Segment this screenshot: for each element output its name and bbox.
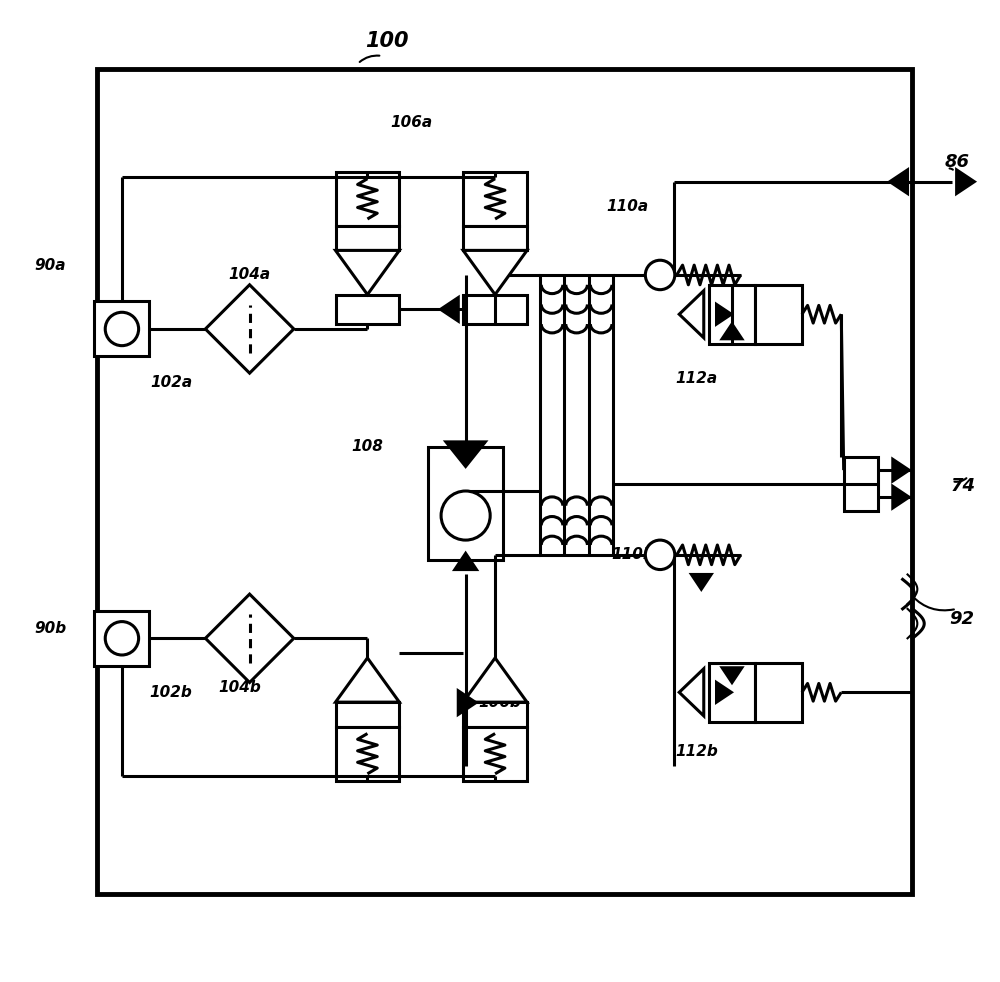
Polygon shape: [679, 669, 704, 716]
Polygon shape: [446, 442, 485, 466]
Text: 104a: 104a: [229, 267, 271, 283]
Bar: [709, 663, 755, 722]
Polygon shape: [455, 449, 476, 465]
Bar: [428, 447, 503, 560]
Polygon shape: [336, 658, 399, 702]
Text: 112b: 112b: [675, 743, 718, 759]
Bar: [336, 295, 399, 324]
Polygon shape: [205, 594, 294, 682]
Bar: [336, 172, 399, 226]
Polygon shape: [691, 574, 711, 589]
Polygon shape: [722, 668, 742, 682]
Bar: [336, 702, 399, 727]
Bar: [463, 172, 527, 226]
Polygon shape: [893, 486, 909, 508]
Bar: [540, 275, 613, 555]
Bar: [709, 285, 755, 344]
Bar: [336, 727, 399, 781]
Polygon shape: [722, 324, 742, 339]
Polygon shape: [679, 291, 704, 338]
Text: 110a: 110a: [607, 198, 649, 214]
Text: 92: 92: [949, 610, 974, 627]
Text: 86: 86: [944, 153, 969, 171]
Bar: [94, 611, 149, 666]
Text: 90a: 90a: [34, 257, 66, 273]
Text: 74: 74: [951, 477, 976, 495]
Bar: [94, 301, 149, 356]
Polygon shape: [717, 304, 731, 324]
Text: 102a: 102a: [150, 375, 192, 391]
Polygon shape: [463, 658, 527, 702]
Polygon shape: [717, 682, 731, 702]
Text: 100: 100: [365, 31, 409, 51]
Circle shape: [105, 312, 139, 346]
Text: 112a: 112a: [675, 370, 717, 386]
Circle shape: [105, 622, 139, 655]
Circle shape: [441, 491, 490, 540]
Bar: [755, 285, 802, 344]
Text: 108: 108: [351, 439, 383, 455]
Text: 102b: 102b: [150, 684, 192, 700]
Polygon shape: [441, 298, 458, 321]
Bar: [463, 226, 527, 250]
Text: 106b: 106b: [479, 694, 521, 710]
Polygon shape: [957, 170, 974, 193]
Polygon shape: [205, 285, 294, 373]
Circle shape: [645, 540, 675, 570]
Polygon shape: [455, 554, 476, 570]
Circle shape: [645, 260, 675, 290]
Polygon shape: [336, 250, 399, 295]
Text: 110b: 110b: [611, 547, 654, 563]
Text: 90b: 90b: [34, 621, 66, 636]
Bar: [755, 663, 802, 722]
Polygon shape: [458, 691, 476, 715]
Text: 104b: 104b: [218, 680, 261, 695]
Polygon shape: [890, 170, 908, 193]
Bar: [844, 457, 878, 511]
Bar: [463, 702, 527, 727]
Bar: [336, 226, 399, 250]
Bar: [463, 295, 527, 324]
Polygon shape: [463, 250, 527, 295]
Bar: [463, 727, 527, 781]
Text: 106a: 106a: [391, 115, 433, 131]
Bar: [97, 69, 912, 894]
Polygon shape: [893, 460, 909, 481]
